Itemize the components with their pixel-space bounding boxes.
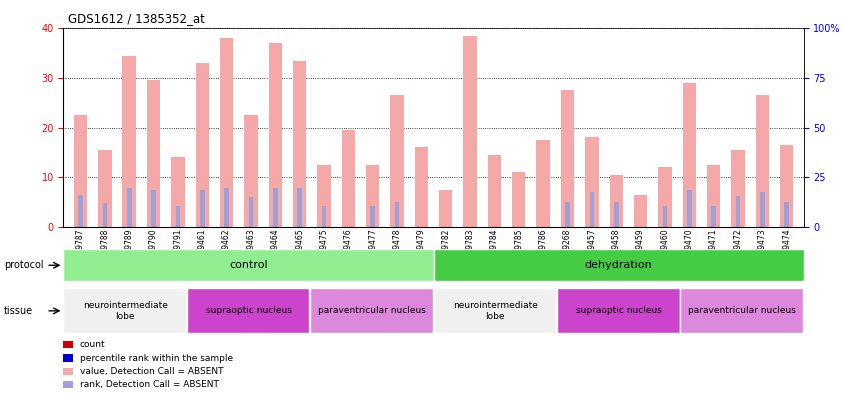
Bar	[415, 147, 428, 227]
Bar	[488, 155, 501, 227]
Bar	[662, 206, 667, 227]
Bar	[395, 202, 399, 227]
Bar	[439, 190, 453, 227]
Bar	[614, 202, 618, 227]
Bar	[590, 192, 594, 227]
Bar	[464, 36, 477, 227]
Bar	[585, 138, 599, 227]
Bar	[147, 81, 160, 227]
Bar	[634, 194, 647, 227]
Bar	[565, 202, 570, 227]
Text: neurointermediate
lobe: neurointermediate lobe	[453, 301, 538, 320]
Bar	[390, 95, 404, 227]
Bar	[273, 188, 277, 227]
Bar	[711, 206, 716, 227]
Text: count: count	[80, 340, 105, 349]
Text: paraventricular nucleus: paraventricular nucleus	[318, 306, 426, 315]
Text: neurointermediate
lobe: neurointermediate lobe	[83, 301, 168, 320]
Bar	[609, 175, 623, 227]
Text: control: control	[229, 260, 268, 270]
Text: percentile rank within the sample: percentile rank within the sample	[80, 354, 233, 362]
Bar	[123, 55, 136, 227]
Bar	[561, 90, 574, 227]
Bar	[244, 115, 258, 227]
Bar	[317, 165, 331, 227]
Bar	[683, 83, 696, 227]
Bar	[366, 165, 379, 227]
Bar	[433, 288, 556, 333]
Bar	[187, 288, 310, 333]
Bar	[784, 202, 789, 227]
Text: protocol: protocol	[4, 260, 44, 270]
Bar	[707, 165, 720, 227]
Bar	[536, 140, 550, 227]
Bar	[98, 150, 112, 227]
Bar	[557, 288, 679, 333]
Bar	[249, 197, 253, 227]
Bar	[780, 145, 794, 227]
Bar	[293, 61, 306, 227]
Text: tissue: tissue	[4, 306, 33, 316]
Bar	[220, 38, 233, 227]
Bar	[731, 150, 744, 227]
Bar	[268, 43, 282, 227]
Text: supraoptic nucleus: supraoptic nucleus	[575, 306, 662, 315]
Text: GDS1612 / 1385352_at: GDS1612 / 1385352_at	[68, 12, 205, 25]
Text: rank, Detection Call = ABSENT: rank, Detection Call = ABSENT	[80, 380, 218, 389]
Bar	[176, 206, 180, 227]
Bar	[310, 288, 433, 333]
Bar	[63, 249, 433, 281]
Bar	[755, 95, 769, 227]
Text: dehydration: dehydration	[585, 260, 652, 270]
Bar	[63, 288, 186, 333]
Bar	[342, 130, 355, 227]
Bar	[512, 172, 525, 227]
Bar	[321, 206, 327, 227]
Text: supraoptic nucleus: supraoptic nucleus	[206, 306, 292, 315]
Bar	[736, 196, 740, 227]
Bar	[74, 115, 87, 227]
Bar	[433, 249, 804, 281]
Text: value, Detection Call = ABSENT: value, Detection Call = ABSENT	[80, 367, 223, 376]
Bar	[200, 190, 205, 227]
Bar	[171, 158, 184, 227]
Bar	[297, 188, 302, 227]
Bar	[127, 188, 131, 227]
Bar	[658, 167, 672, 227]
Bar	[760, 192, 765, 227]
Bar	[687, 190, 691, 227]
Bar	[195, 63, 209, 227]
Bar	[78, 195, 83, 227]
Bar	[371, 206, 375, 227]
Text: paraventricular nucleus: paraventricular nucleus	[688, 306, 796, 315]
Bar	[151, 190, 156, 227]
Bar	[680, 288, 803, 333]
Bar	[224, 188, 229, 227]
Bar	[102, 203, 107, 227]
